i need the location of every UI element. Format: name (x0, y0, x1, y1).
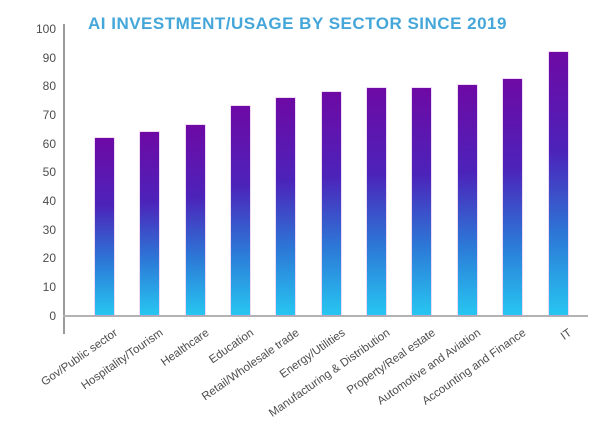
y-tick-label: 30 (42, 222, 56, 237)
bar-retail-wholesale-trade (276, 97, 296, 316)
x-category-label: IT (558, 327, 574, 343)
bar-accounting-and-finance (503, 79, 523, 316)
bar-healthcare (185, 124, 205, 316)
y-tick-label: 90 (42, 50, 56, 65)
bar-automotive-and-aviation (457, 84, 477, 316)
bar-gov-public-sector (95, 137, 114, 316)
x-axis-line (63, 315, 588, 317)
y-tick-label: 10 (42, 279, 56, 294)
y-axis-line (63, 24, 65, 334)
chart-title: AI INVESTMENT/USAGE BY SECTOR SINCE 2019 (88, 14, 507, 33)
y-tick-label: 100 (35, 22, 56, 36)
y-tick-label: 20 (42, 251, 56, 266)
y-tick-label: 70 (42, 107, 56, 122)
bar-hospitality-tourism (140, 132, 160, 316)
y-tick-label: 60 (42, 136, 56, 151)
bar-property-real-estate (412, 87, 432, 316)
y-tick-label: 0 (49, 308, 56, 323)
x-category-label: Gov/Public sector (39, 327, 121, 389)
y-tick-label: 40 (42, 193, 56, 208)
bar-it (548, 51, 568, 316)
y-tick-label: 50 (42, 165, 56, 180)
bar-energy-utilities (321, 92, 341, 316)
bar-manufacturing-distribution (367, 87, 387, 316)
x-category-label: Hospitality/Tourism (79, 327, 166, 393)
x-category-label: Healthcare (158, 327, 212, 369)
bar-education (231, 106, 251, 316)
y-tick-label: 80 (42, 79, 56, 94)
